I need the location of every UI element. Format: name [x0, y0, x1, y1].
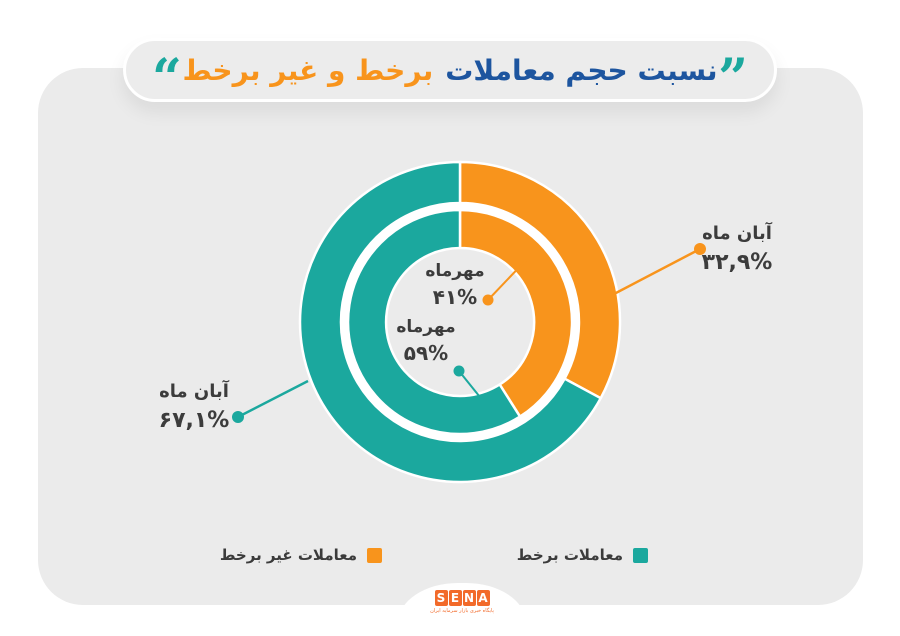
logo-letter-block: E — [448, 590, 462, 606]
legend-label-offline: معاملات غیر برخط — [219, 546, 357, 564]
callout-month: مهرماه — [396, 317, 456, 337]
leader-line-inner-orange — [487, 257, 529, 301]
quote-close-icon: “ — [152, 48, 182, 109]
legend-label-online: معاملات برخط — [516, 546, 623, 564]
callout-inner-teal: مهرماه ۵۹% — [366, 316, 486, 365]
legend-swatch-online-icon — [633, 547, 648, 563]
callout-percent: ۶۷,۱% — [158, 408, 230, 433]
logo-tagline: پایگاه خبری بازار سرمایه ایران — [430, 608, 494, 614]
callout-month: آبان ماه — [702, 223, 772, 244]
title-main: نسبت حجم معاملات — [445, 53, 718, 87]
logo-notch: S E N A پایگاه خبری بازار سرمایه ایران — [398, 583, 526, 636]
callout-dot-inner-teal — [453, 365, 465, 377]
callout-month: آبان ماه — [159, 381, 229, 402]
title-pill: ” نسبت حجم معاملات برخط و غیر برخط “ — [123, 38, 777, 109]
legend-swatch-offline-icon — [367, 547, 382, 563]
title-accent: برخط و غیر برخط — [182, 53, 434, 87]
legend-item-offline: معاملات غیر برخط — [220, 546, 382, 564]
donut-segment-inner-teal — [346, 208, 522, 436]
callout-outer-teal: آبان ماه ۶۷,۱% — [134, 380, 254, 434]
logo-letter-block: A — [476, 590, 490, 606]
quote-open-icon: ” — [718, 48, 748, 109]
leader-line-outer-teal — [237, 379, 309, 419]
callout-dot-outer-teal — [232, 411, 244, 423]
logo-letter-block: N — [462, 590, 476, 606]
chart-card — [38, 68, 863, 605]
callout-inner-orange: مهرماه ۴۱% — [395, 260, 515, 309]
sena-logo: S E N A — [434, 590, 490, 606]
legend-item-online: معاملات برخط — [517, 546, 648, 564]
callout-dot-inner-orange — [482, 294, 494, 306]
callout-percent: ۵۹% — [403, 341, 449, 365]
donut-segment-outer-teal — [298, 160, 602, 484]
callout-month: مهرماه — [425, 261, 485, 281]
page-title: نسبت حجم معاملات برخط و غیر برخط — [182, 54, 717, 87]
callout-percent: ۳۲,۹% — [701, 250, 773, 275]
leader-line-inner-teal — [458, 370, 493, 413]
callout-outer-orange: آبان ماه ۳۲,۹% — [677, 222, 797, 276]
logo-letter-block: S — [434, 590, 448, 606]
callout-percent: ۴۱% — [432, 285, 478, 309]
callout-dot-outer-orange — [694, 243, 706, 255]
ring-gap-circle — [341, 203, 579, 441]
leader-line-outer-orange — [613, 247, 701, 296]
